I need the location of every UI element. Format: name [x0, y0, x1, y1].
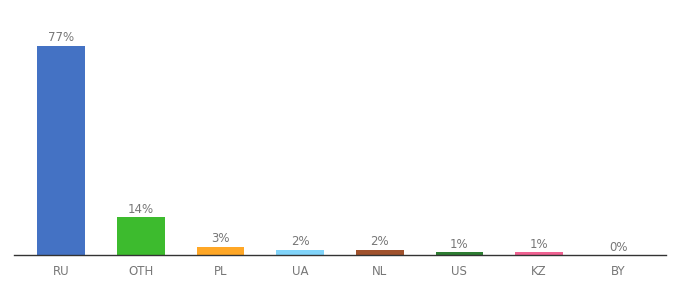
Bar — [276, 250, 324, 255]
Bar — [356, 250, 404, 255]
Text: 1%: 1% — [530, 238, 548, 251]
Text: 3%: 3% — [211, 232, 230, 245]
Text: 2%: 2% — [371, 235, 389, 248]
Bar — [515, 252, 563, 255]
Text: 0%: 0% — [609, 241, 628, 254]
Bar — [37, 46, 85, 255]
Bar — [435, 252, 483, 255]
Bar — [117, 217, 165, 255]
Text: 1%: 1% — [450, 238, 469, 251]
Text: 2%: 2% — [291, 235, 309, 248]
Text: 77%: 77% — [48, 32, 74, 44]
Text: 14%: 14% — [128, 202, 154, 216]
Bar — [197, 247, 245, 255]
